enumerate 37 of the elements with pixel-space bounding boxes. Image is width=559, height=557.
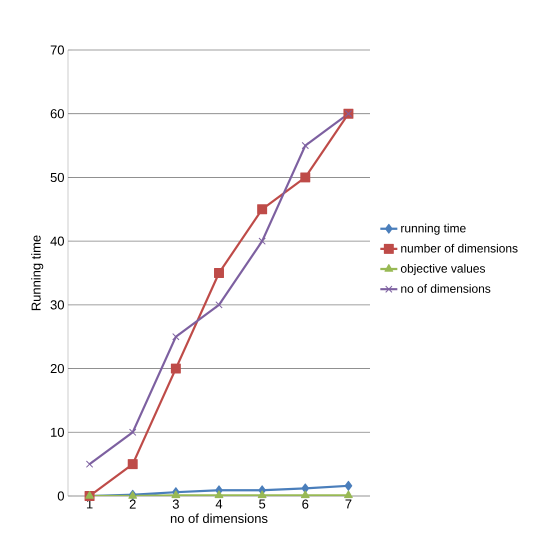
- point: [86, 460, 94, 468]
- y-tick-label: 10: [51, 428, 64, 437]
- point: [214, 490, 224, 498]
- y-tick-label: 0: [58, 491, 64, 501]
- legend-label: running time: [401, 224, 466, 235]
- point: [302, 142, 309, 150]
- legend-label: no of dimensions: [401, 284, 490, 293]
- y-tick-label: 70: [50, 45, 64, 55]
- x-tick-label: 6: [302, 500, 308, 509]
- y-tick-label: 50: [50, 172, 64, 182]
- x-tick-label: 2: [130, 500, 136, 509]
- y-tick-label: 40: [50, 236, 64, 246]
- point: [344, 490, 353, 498]
- x-tick-label: 4: [216, 500, 222, 508]
- point: [258, 237, 266, 245]
- point: [170, 364, 181, 374]
- x-tick-label: 5: [259, 500, 266, 509]
- point: [258, 490, 267, 498]
- point: [172, 333, 180, 340]
- point: [171, 490, 180, 498]
- legend-label: objective values: [400, 264, 486, 276]
- point: [257, 204, 268, 214]
- legend-label: number of dimensions: [401, 244, 518, 253]
- x-tick-label: 7: [346, 500, 352, 508]
- x-axis-title: no of dimensions: [170, 514, 268, 524]
- point: [300, 490, 310, 498]
- y-tick-label: 60: [50, 109, 64, 118]
- point: [129, 428, 136, 436]
- x-tick-label: 3: [172, 500, 179, 509]
- point: [128, 459, 138, 470]
- point: [344, 480, 352, 491]
- y-axis-title: Running time: [31, 235, 44, 310]
- point: [301, 483, 310, 494]
- y-tick-label: 30: [50, 300, 64, 310]
- point: [300, 172, 310, 182]
- y-tick-label: 20: [50, 364, 64, 374]
- point: [214, 268, 224, 278]
